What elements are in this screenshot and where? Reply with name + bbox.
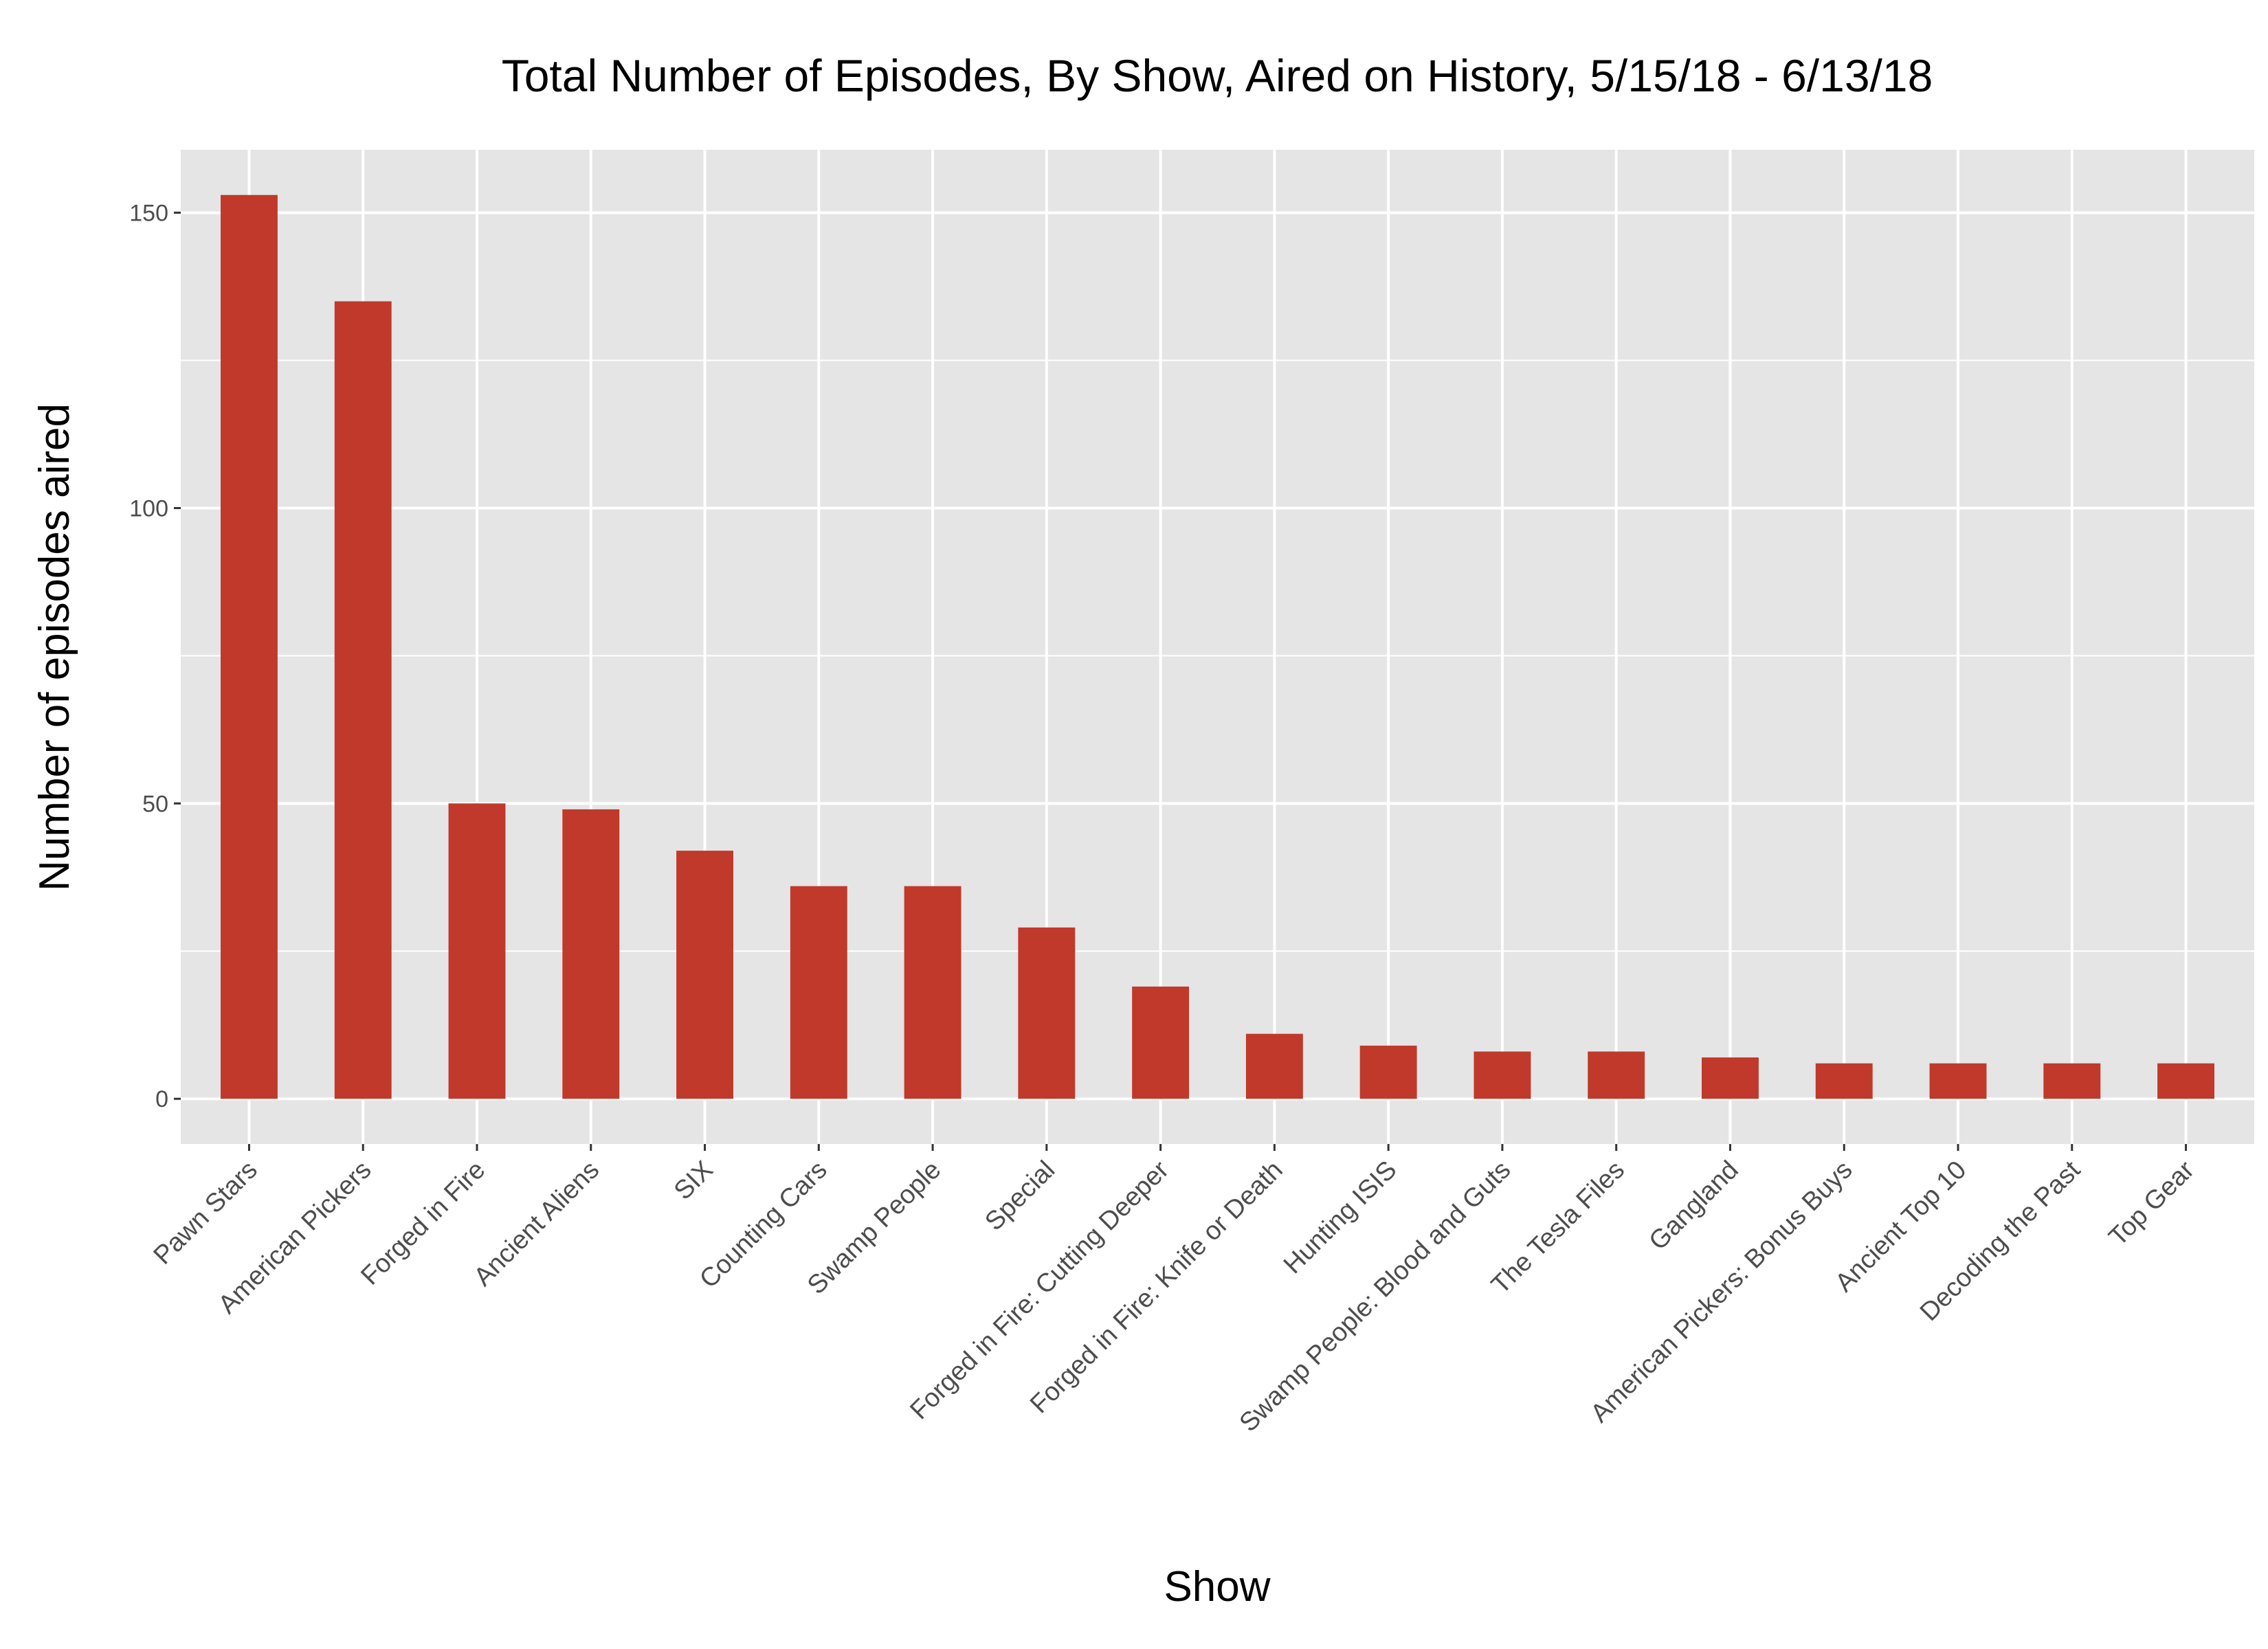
bar [790, 886, 847, 1099]
x-tick-label: Gangland [1644, 1156, 1744, 1256]
bar [1245, 1033, 1303, 1099]
bar [562, 809, 620, 1099]
x-tick-label: Forged in Fire: Knife or Death [1025, 1156, 1289, 1420]
bar [1132, 986, 1190, 1099]
bar [1018, 927, 1076, 1099]
y-axis-label: Number of episodes aired [31, 403, 78, 891]
bar [1474, 1051, 1531, 1099]
x-tick-label: Hunting ISIS [1278, 1156, 1403, 1280]
bar [904, 886, 961, 1099]
y-tick-label: 0 [155, 1086, 168, 1112]
x-tick-label: Top Gear [2104, 1155, 2200, 1251]
chart-title: Total Number of Episodes, By Show, Aired… [502, 50, 1933, 101]
bar [1702, 1057, 1759, 1099]
bar [448, 803, 506, 1099]
bar [334, 301, 392, 1099]
x-axis-label: Show [1164, 1563, 1270, 1611]
y-tick-label: 100 [129, 495, 168, 521]
bar [2043, 1063, 2101, 1099]
bar [1929, 1063, 1987, 1099]
panel-background [181, 150, 2254, 1144]
bar [1815, 1063, 1873, 1099]
y-tick-label: 150 [129, 201, 168, 227]
bar [221, 194, 278, 1099]
x-tick-label: SIX [669, 1156, 719, 1206]
bar [676, 851, 733, 1099]
bar [1359, 1045, 1417, 1099]
bar [2157, 1063, 2214, 1099]
bar [1588, 1051, 1645, 1099]
x-tick-label: Pawn Stars [148, 1156, 263, 1270]
y-tick-label: 50 [142, 791, 168, 817]
x-tick-label: Special [979, 1156, 1060, 1237]
